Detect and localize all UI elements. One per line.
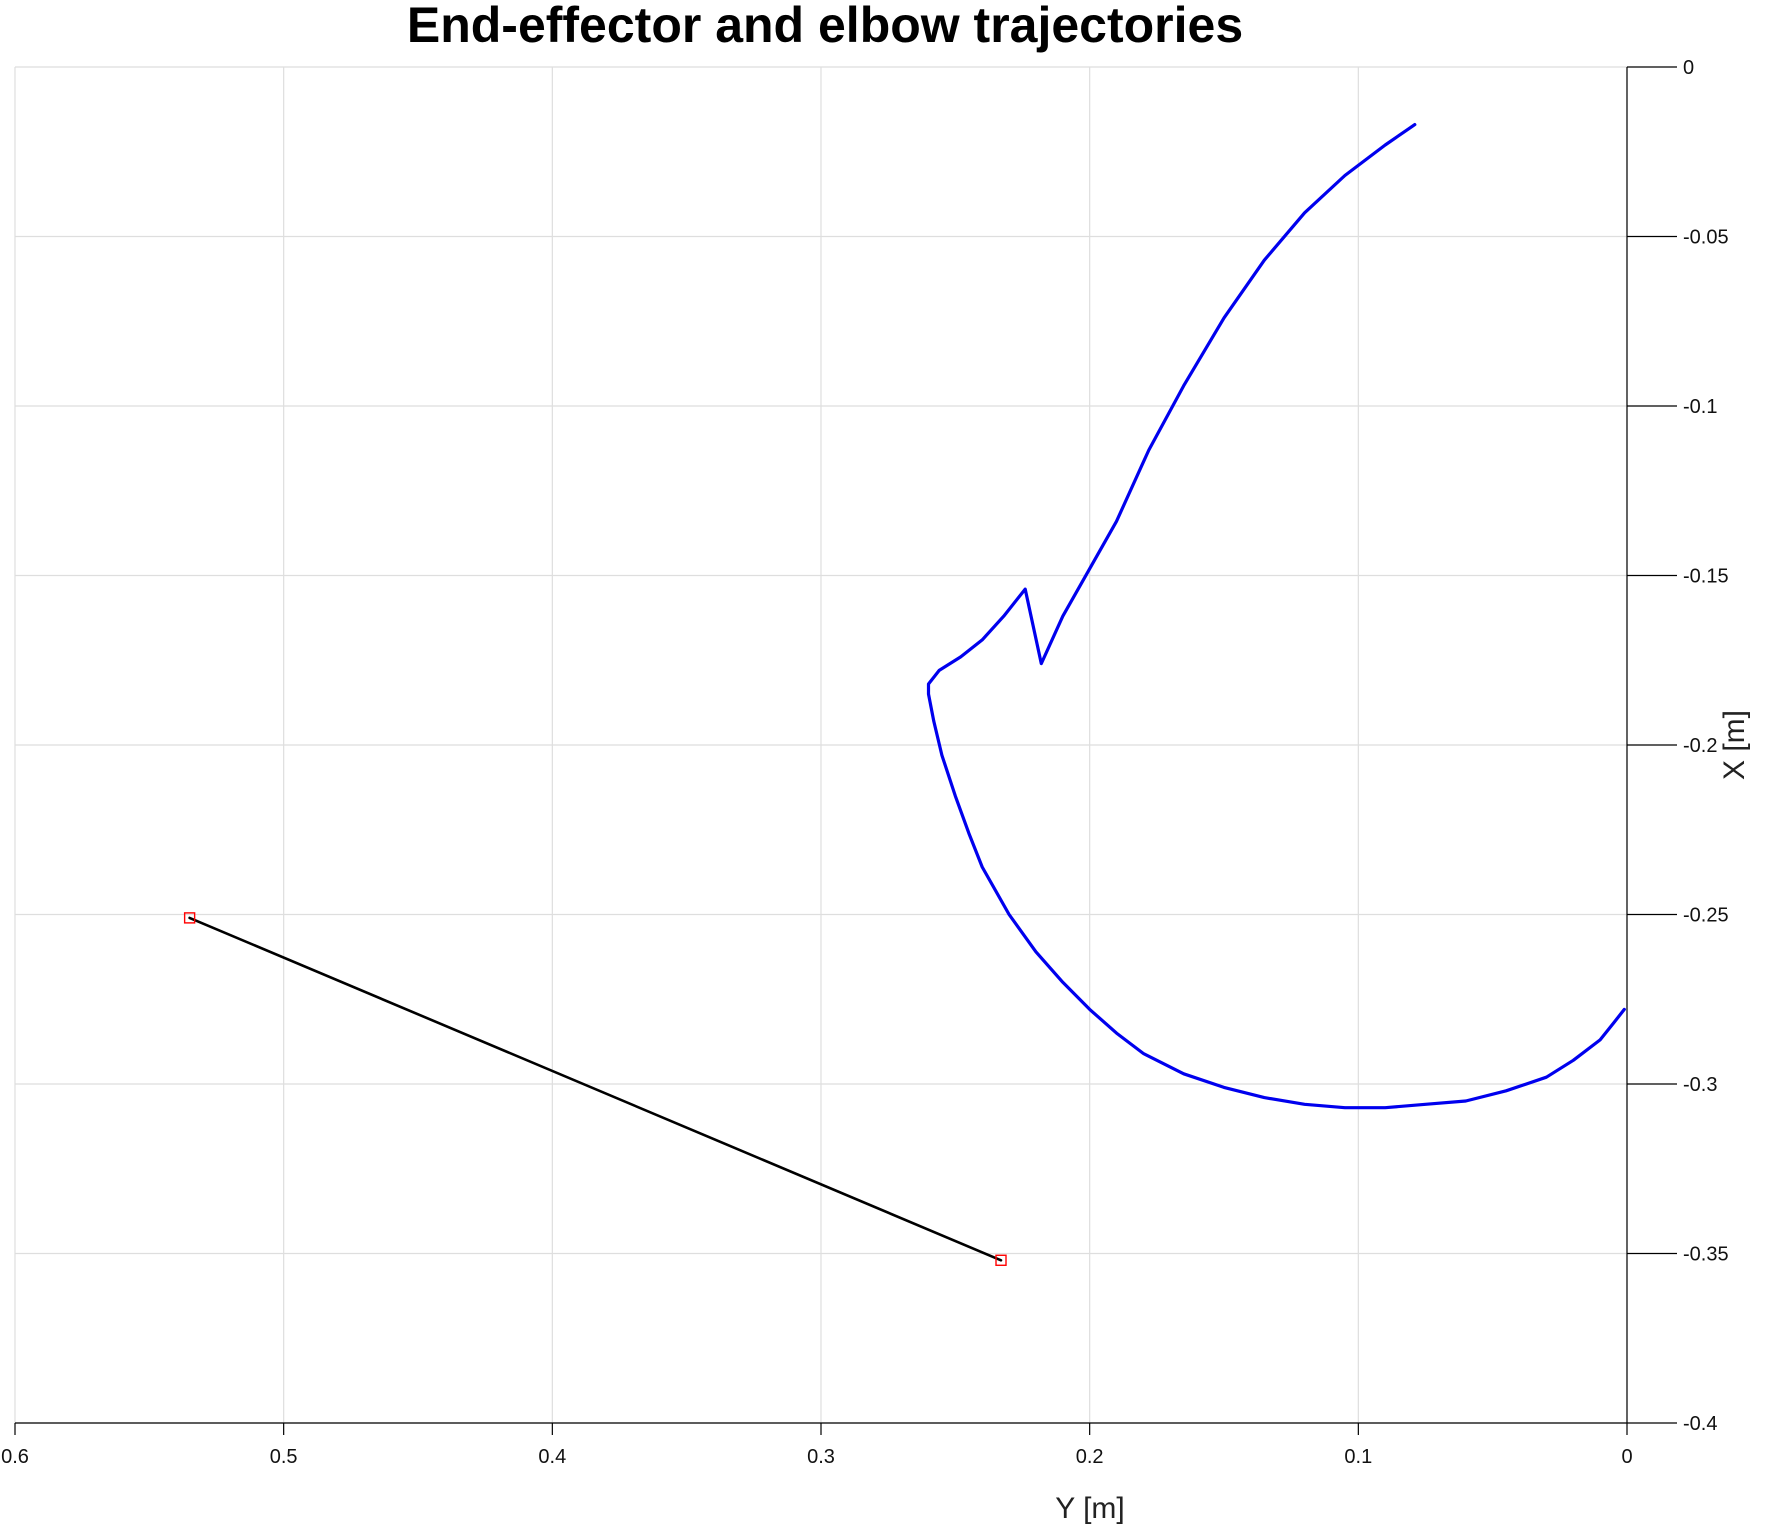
end-effector-trajectory-line [188,916,1003,1262]
y-axis-label: X [m] [1718,710,1751,780]
y-tick-label: -0.35 [1683,1244,1729,1266]
point-markers [183,912,1007,1266]
plot-series [188,122,1626,1262]
grid-lines [14,66,1628,1424]
y-tick-label: -0.3 [1683,1074,1717,1096]
square-marker [183,912,196,924]
x-tick-label: 0.4 [538,1446,566,1468]
y-tick-label: -0.05 [1683,227,1729,249]
y-tick-label: 0 [1683,57,1694,79]
square-marker [995,1254,1007,1266]
y-tick-label: -0.4 [1683,1413,1717,1435]
chart-title: End-effector and elbow trajectories [407,0,1243,53]
axes: 0.6 0.5 0.4 0.3 0.2 0.1 0 0 -0.05 -0.1 -0.15 -0.2 -0… [1,57,1729,1468]
x-tick-label: 0.1 [1344,1446,1372,1468]
elbow-trajectory-line [926,122,1626,1110]
y-tick-label: -0.2 [1683,735,1717,757]
y-tick-label: -0.25 [1683,905,1729,927]
y-tick-label: -0.15 [1683,566,1729,588]
x-tick-label: 0 [1621,1446,1632,1468]
x-tick-label: 0.5 [270,1446,298,1468]
x-tick-label: 0.6 [1,1446,29,1468]
y-tick-label: -0.1 [1683,396,1717,418]
x-axis-label: Y [m] [1055,1492,1124,1525]
x-tick-label: 0.2 [1076,1446,1104,1468]
x-tick-label: 0.3 [807,1446,835,1468]
